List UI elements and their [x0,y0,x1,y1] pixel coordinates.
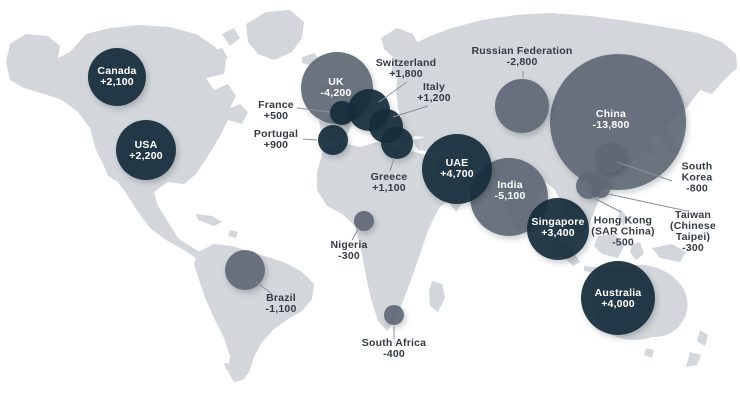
bubble-russian-federation[interactable] [495,79,549,133]
label-france: France +500 [258,99,294,122]
label-usa: USA +2,200 [129,139,163,162]
label-taiwan-chinese-taipei: Taiwan (Chinese Taipei) -300 [670,209,716,254]
label-greece: Greece +1,100 [370,171,408,194]
label-nigeria: Nigeria -300 [330,239,368,262]
bubble-uae[interactable] [422,134,492,204]
label-russian-federation: Russian Federation -2,800 [471,45,573,68]
label-uk: UK -4,200 [320,76,352,99]
label-india: India -5,100 [494,179,526,202]
label-hong-kong-sar-china: Hong Kong (SAR China) -500 [591,214,655,249]
bubble-greece[interactable] [381,127,413,159]
label-canada: Canada +2,100 [97,65,137,88]
bubble-usa[interactable] [116,120,176,180]
bubble-taiwan-chinese-taipei[interactable] [592,180,610,198]
label-singapore: Singapore +3,400 [531,216,585,239]
label-switzerland: Switzerland +1,800 [375,57,437,80]
label-south-korea: South Korea -800 [681,160,713,195]
bubble-nigeria[interactable] [354,211,374,231]
label-australia: Australia +4,000 [594,287,642,310]
label-italy: Italy +1,200 [417,81,451,104]
label-portugal: Portugal +900 [253,128,299,151]
bubble-france[interactable] [330,101,354,125]
label-uae: UAE +4,700 [440,157,474,180]
label-china: China -13,800 [592,108,630,131]
bubble-portugal[interactable] [318,125,348,155]
bubble-australia[interactable] [581,261,655,335]
label-south-africa: South Africa -400 [361,337,427,360]
bubble-canada[interactable] [88,48,146,106]
bubble-south-africa[interactable] [384,305,404,325]
label-brazil: Brazil -1,100 [265,292,297,315]
bubble-singapore[interactable] [527,198,589,260]
